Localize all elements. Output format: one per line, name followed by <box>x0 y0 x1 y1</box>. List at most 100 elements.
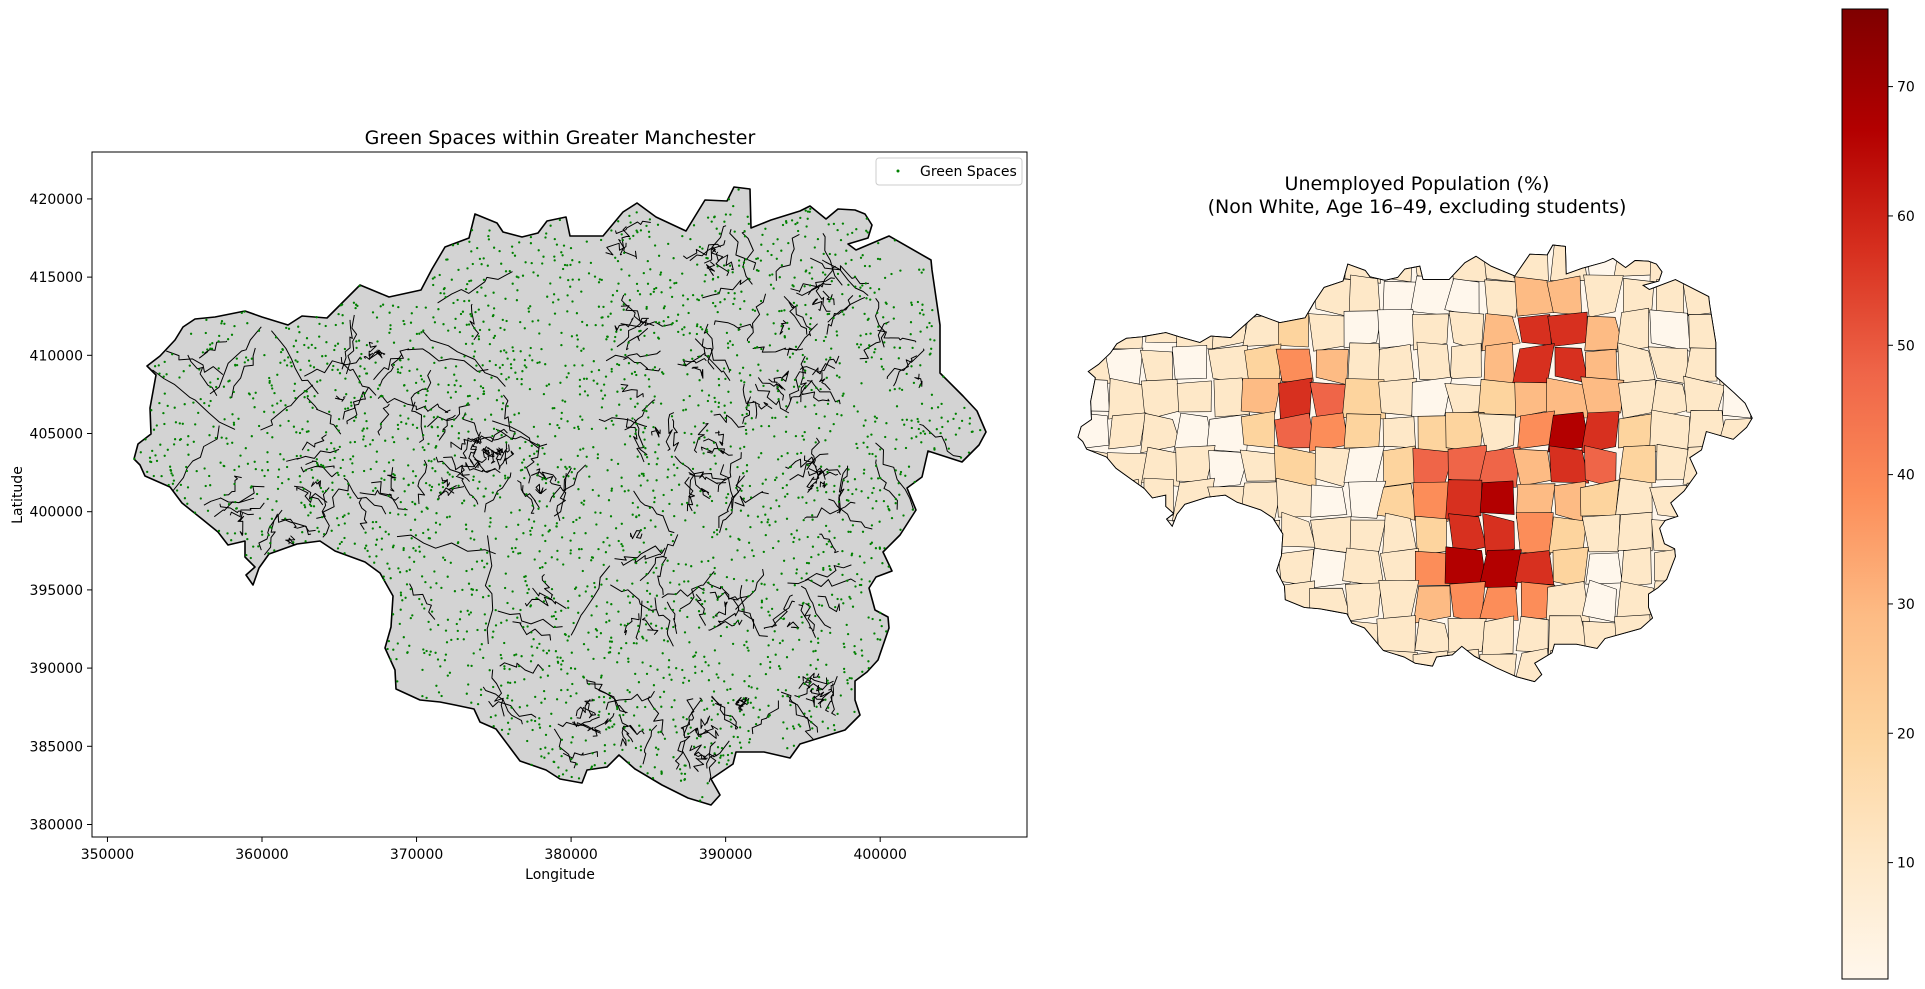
green-space-point <box>532 520 536 523</box>
green-space-point <box>811 727 814 730</box>
green-space-point <box>780 572 783 575</box>
green-space-point <box>859 286 862 289</box>
green-space-point <box>309 511 312 514</box>
green-space-point <box>690 596 693 600</box>
green-space-point <box>916 300 920 304</box>
green-space-point <box>703 612 706 615</box>
green-space-point <box>465 527 468 531</box>
green-space-point <box>746 699 749 702</box>
green-space-point <box>257 545 260 548</box>
green-space-point <box>780 378 784 382</box>
ward-region <box>1078 307 1115 349</box>
green-space-point <box>555 698 559 701</box>
green-space-point <box>467 582 471 585</box>
green-space-point <box>638 474 641 477</box>
ward-region <box>1754 447 1791 484</box>
green-space-point <box>568 465 571 469</box>
green-space-point <box>624 700 627 703</box>
ward-region <box>1377 344 1415 385</box>
green-space-point <box>567 606 570 609</box>
green-space-point <box>392 458 395 462</box>
ward-region <box>1721 619 1753 657</box>
ward-region <box>1447 618 1487 659</box>
green-space-point <box>890 516 894 520</box>
green-space-point <box>730 725 733 728</box>
green-space-point <box>478 370 481 373</box>
green-space-point <box>882 499 886 503</box>
green-space-point <box>606 335 609 338</box>
green-space-point <box>594 323 597 327</box>
green-space-point <box>544 746 547 749</box>
ward-region <box>1108 412 1147 450</box>
green-space-point <box>771 638 775 641</box>
green-space-point <box>580 501 583 504</box>
green-space-point <box>307 448 310 452</box>
ward-region <box>1175 278 1217 318</box>
green-space-point <box>706 216 710 219</box>
green-space-point <box>581 569 584 573</box>
green-space-point <box>579 448 582 451</box>
green-space-point <box>545 652 549 655</box>
x-tick-label: 360000 <box>235 847 288 863</box>
green-space-point <box>563 400 567 403</box>
ward-region <box>1078 584 1111 620</box>
green-space-point <box>778 276 781 279</box>
green-space-point <box>657 336 660 339</box>
ward-region <box>1348 480 1387 519</box>
ward-region <box>1684 347 1718 382</box>
green-space-point <box>810 579 813 582</box>
green-space-point <box>582 447 585 450</box>
green-space-point <box>234 364 237 367</box>
green-space-point <box>481 596 485 599</box>
green-space-point <box>577 278 581 281</box>
green-space-point <box>863 468 866 471</box>
green-space-point <box>209 385 212 389</box>
green-space-point <box>529 533 532 536</box>
green-space-point <box>586 394 589 397</box>
ward-region <box>1754 549 1790 587</box>
green-space-point <box>792 385 796 388</box>
green-space-point <box>389 658 392 661</box>
green-space-point <box>808 605 811 609</box>
green-space-point <box>444 653 448 656</box>
green-space-point <box>605 338 608 341</box>
green-space-point <box>771 416 774 419</box>
green-space-point <box>824 335 827 339</box>
green-space-point <box>829 430 832 433</box>
green-space-point <box>560 668 563 671</box>
ward-boundary <box>689 473 727 485</box>
green-space-point <box>865 297 868 300</box>
green-space-point <box>411 614 414 617</box>
ward-boundary <box>296 487 324 506</box>
green-space-point <box>380 537 384 540</box>
green-space-point <box>728 744 732 748</box>
green-space-point <box>707 664 710 667</box>
green-space-point <box>816 489 819 492</box>
green-space-point <box>461 416 465 420</box>
green-space-point <box>838 465 841 468</box>
green-space-point <box>378 383 381 387</box>
ward-boundary <box>691 366 704 379</box>
green-space-point <box>173 406 176 409</box>
green-space-point <box>420 510 423 513</box>
green-space-point <box>898 346 901 350</box>
green-space-point <box>426 389 429 393</box>
green-space-point <box>751 549 754 552</box>
ward-region <box>1145 310 1182 343</box>
green-space-point <box>623 443 627 446</box>
green-space-point <box>910 426 913 430</box>
green-space-point <box>670 295 674 299</box>
green-space-point <box>578 393 582 396</box>
green-space-point <box>970 430 973 434</box>
green-space-point <box>836 712 839 716</box>
green-space-point <box>774 416 777 420</box>
ward-boundary <box>422 330 506 387</box>
ward-boundary <box>798 604 817 638</box>
green-space-point <box>267 533 270 537</box>
green-space-point <box>320 515 324 519</box>
ward-region <box>1517 314 1552 346</box>
green-space-point <box>490 376 493 379</box>
green-space-point <box>705 707 709 710</box>
green-space-point <box>469 537 472 540</box>
ward-region <box>1585 552 1623 585</box>
